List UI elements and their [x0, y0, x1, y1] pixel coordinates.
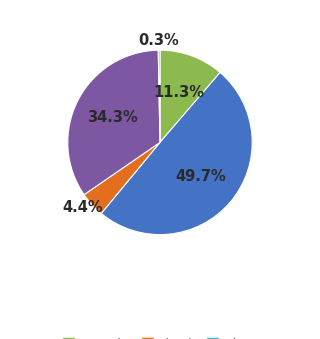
- Wedge shape: [158, 50, 160, 142]
- Wedge shape: [84, 142, 160, 214]
- Wedge shape: [68, 50, 160, 195]
- Legend: Organics, Paper, Plastic, Metals, Glass: Organics, Paper, Plastic, Metals, Glass: [58, 333, 262, 339]
- Text: 4.4%: 4.4%: [63, 200, 103, 215]
- Wedge shape: [101, 73, 252, 235]
- Wedge shape: [160, 50, 220, 142]
- Text: 11.3%: 11.3%: [153, 85, 204, 100]
- Text: 34.3%: 34.3%: [87, 111, 138, 125]
- Text: 0.3%: 0.3%: [139, 33, 180, 48]
- Text: 49.7%: 49.7%: [175, 170, 226, 184]
